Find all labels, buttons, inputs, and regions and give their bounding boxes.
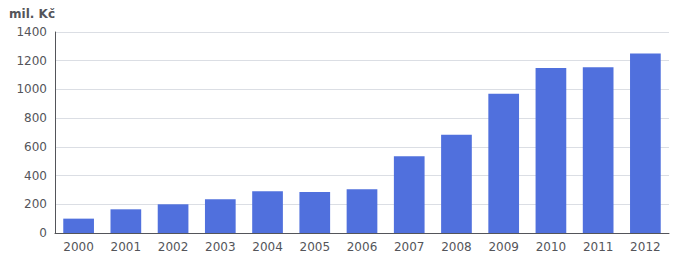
- svg-text:2009: 2009: [488, 240, 519, 254]
- svg-text:0: 0: [39, 226, 47, 240]
- svg-text:2003: 2003: [205, 240, 236, 254]
- svg-text:2008: 2008: [441, 240, 472, 254]
- svg-text:600: 600: [24, 140, 47, 154]
- svg-text:800: 800: [24, 111, 47, 125]
- svg-text:2001: 2001: [111, 240, 142, 254]
- svg-text:1400: 1400: [16, 25, 47, 39]
- svg-text:2010: 2010: [536, 240, 567, 254]
- svg-text:2000: 2000: [63, 240, 94, 254]
- svg-text:2004: 2004: [252, 240, 283, 254]
- svg-text:mil. Kč: mil. Kč: [9, 7, 55, 21]
- svg-text:400: 400: [24, 169, 47, 183]
- svg-text:200: 200: [24, 197, 47, 211]
- svg-text:2005: 2005: [299, 240, 330, 254]
- svg-text:1000: 1000: [16, 82, 47, 96]
- svg-text:2007: 2007: [394, 240, 425, 254]
- svg-text:2002: 2002: [158, 240, 189, 254]
- svg-text:1200: 1200: [16, 54, 47, 68]
- svg-text:2006: 2006: [347, 240, 378, 254]
- svg-text:2011: 2011: [583, 240, 614, 254]
- svg-text:2012: 2012: [630, 240, 661, 254]
